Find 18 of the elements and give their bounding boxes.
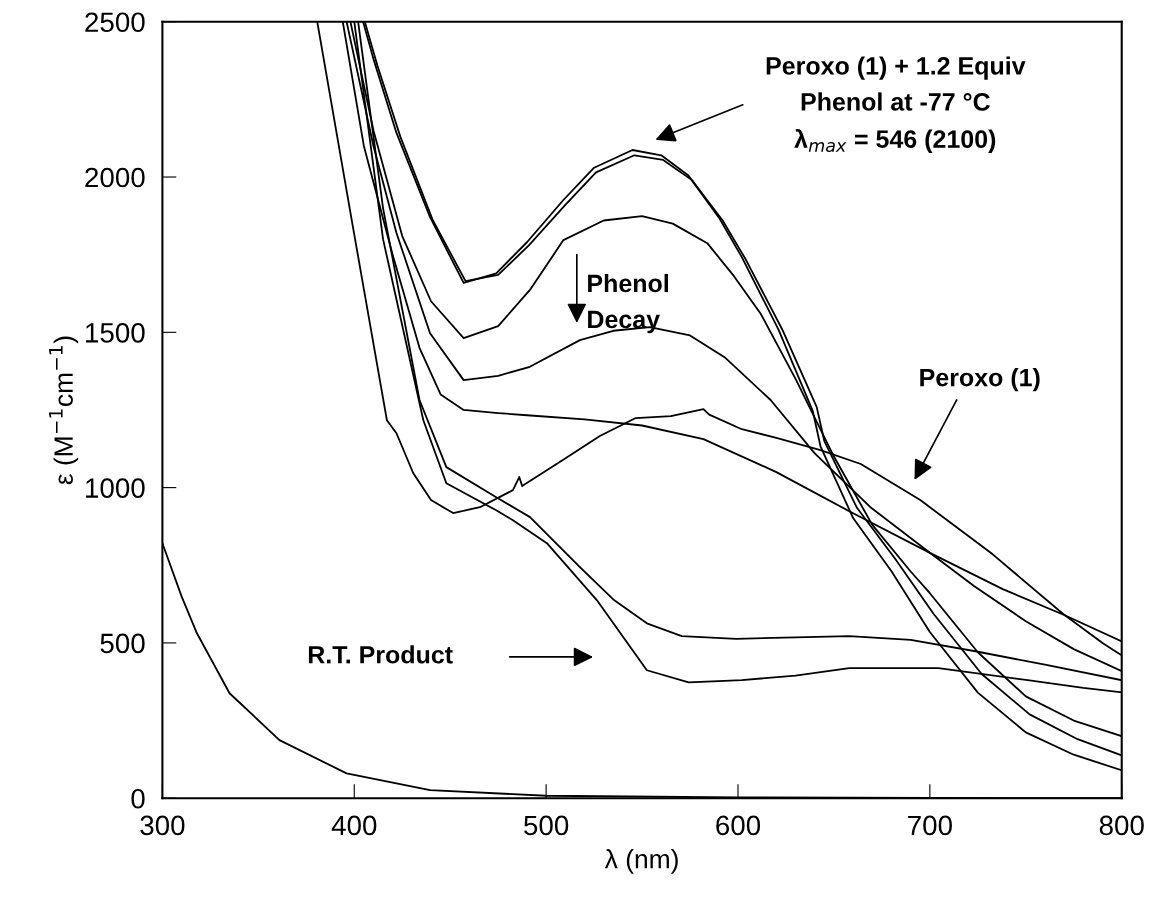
x-tick-label: 400 xyxy=(331,815,377,836)
x-axis-title: λ (nm) xyxy=(604,849,678,874)
y-tick-label: 2500 xyxy=(85,12,145,33)
annotation: R.T. Product xyxy=(308,645,453,664)
y-axis-title: ε (M$^{−1}$cm$^{−1}$) xyxy=(49,336,79,485)
y-tick-label: 500 xyxy=(100,633,145,654)
annotation: Peroxo (1) xyxy=(920,368,1040,392)
x-tick-label: 600 xyxy=(716,815,761,836)
annotation: Phenol Decay xyxy=(588,273,668,334)
y-tick-label: 2000 xyxy=(85,167,145,188)
x-tick-label: 700 xyxy=(908,815,952,836)
annotation: Peroxo (1) + 1.2 Equiv Phenol at -77 °C λ$_{max}$ = 546 (2100) xyxy=(766,56,1026,153)
x-tick-label: 500 xyxy=(524,815,569,836)
y-tick-label: 1500 xyxy=(86,322,145,343)
x-tick-label: 800 xyxy=(1099,815,1144,836)
x-tick-label: 300 xyxy=(140,815,185,836)
y-tick-label: 1000 xyxy=(86,478,145,498)
y-tick-label: 0 xyxy=(131,788,145,809)
